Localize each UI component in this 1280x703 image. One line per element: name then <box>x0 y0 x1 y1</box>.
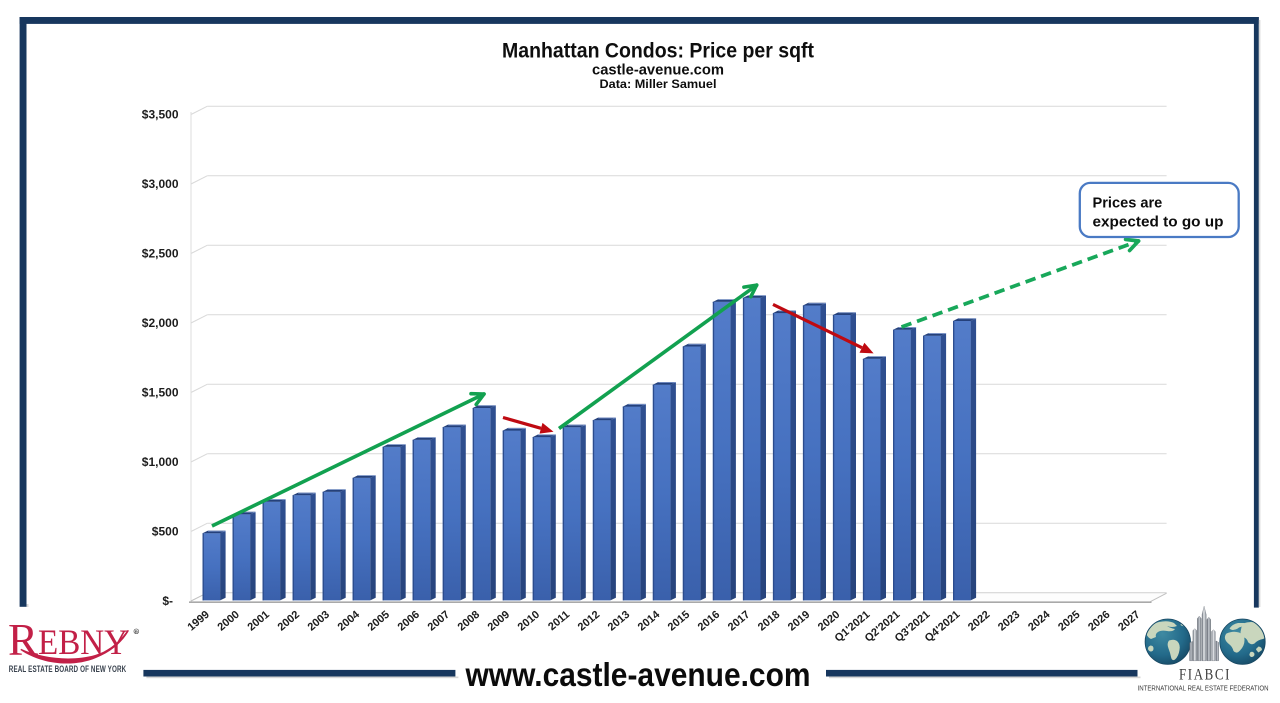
svg-text:www.castle-avenue.com: www.castle-avenue.com <box>465 657 811 694</box>
svg-text:$1,000: $1,000 <box>142 455 179 469</box>
svg-text:$3,000: $3,000 <box>142 177 179 191</box>
svg-text:expected to go up: expected to go up <box>1093 215 1224 231</box>
svg-text:EBNY: EBNY <box>38 622 128 662</box>
svg-text:Manhattan Condos: Price per sq: Manhattan Condos: Price per sqft <box>502 39 814 63</box>
svg-text:$2,000: $2,000 <box>142 316 179 330</box>
svg-text:$2,500: $2,500 <box>142 247 179 261</box>
svg-text:R: R <box>8 615 38 665</box>
svg-text:Prices are: Prices are <box>1093 196 1163 212</box>
svg-text:FIABCI: FIABCI <box>1179 667 1231 684</box>
svg-text:castle-avenue.com: castle-avenue.com <box>592 63 724 79</box>
svg-text:$1,500: $1,500 <box>142 386 179 400</box>
svg-text:INTERNATIONAL REAL ESTATE FEDE: INTERNATIONAL REAL ESTATE FEDERATION <box>1138 686 1269 693</box>
svg-text:REAL ESTATE BOARD OF NEW YORK: REAL ESTATE BOARD OF NEW YORK <box>9 664 127 674</box>
svg-text:$3,500: $3,500 <box>142 108 179 122</box>
svg-text:Data: Miller Samuel: Data: Miller Samuel <box>600 77 717 91</box>
svg-text:R: R <box>135 629 139 634</box>
svg-text:$500: $500 <box>152 525 179 539</box>
svg-text:$-: $- <box>162 594 173 608</box>
